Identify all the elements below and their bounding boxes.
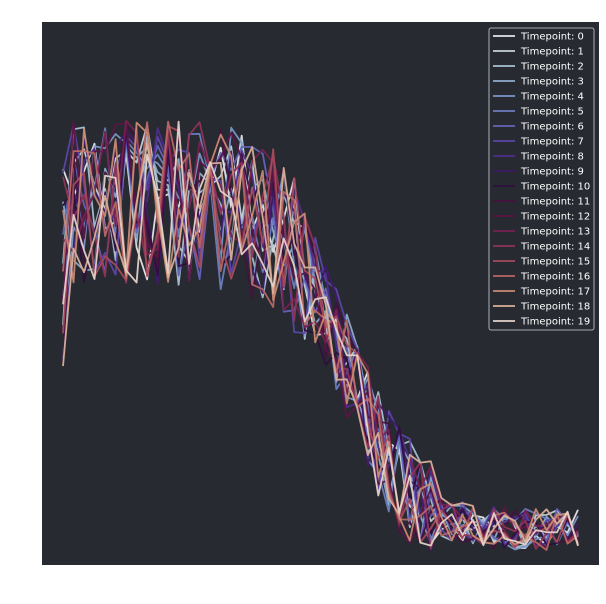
legend-label: Timepoint: 14 bbox=[520, 242, 590, 253]
legend-item-timepoint-0: Timepoint: 0 bbox=[493, 32, 584, 43]
legend-item-timepoint-4: Timepoint: 4 bbox=[493, 92, 584, 103]
legend-item-timepoint-14: Timepoint: 14 bbox=[493, 242, 590, 253]
legend-item-timepoint-1: Timepoint: 1 bbox=[493, 47, 584, 58]
legend-label: Timepoint: 13 bbox=[520, 227, 590, 238]
series-line-timepoint-17 bbox=[62, 121, 579, 546]
series-line-timepoint-14 bbox=[62, 121, 579, 550]
series-layer bbox=[62, 119, 579, 551]
legend-item-timepoint-7: Timepoint: 7 bbox=[493, 137, 584, 148]
legend-item-timepoint-18: Timepoint: 18 bbox=[493, 302, 590, 313]
legend-item-timepoint-19: Timepoint: 19 bbox=[493, 317, 590, 328]
legend: Timepoint: 0 Timepoint: 1 Timepoint: 2 Time… bbox=[488, 27, 595, 331]
legend-item-timepoint-3: Timepoint: 3 bbox=[493, 77, 584, 88]
legend-items: Timepoint: 0 Timepoint: 1 Timepoint: 2 Time… bbox=[493, 32, 590, 328]
legend-label: Timepoint: 1 bbox=[520, 47, 584, 58]
legend-label: Timepoint: 11 bbox=[520, 197, 590, 208]
legend-item-timepoint-17: Timepoint: 17 bbox=[493, 287, 590, 298]
legend-label: Timepoint: 16 bbox=[520, 272, 590, 283]
legend-item-timepoint-9: Timepoint: 9 bbox=[493, 167, 584, 178]
legend-label: Timepoint: 6 bbox=[520, 122, 584, 133]
legend-item-timepoint-2: Timepoint: 2 bbox=[493, 62, 584, 73]
series-line-timepoint-19 bbox=[62, 120, 579, 547]
legend-label: Timepoint: 7 bbox=[520, 137, 584, 148]
series-line-timepoint-18 bbox=[62, 142, 579, 546]
legend-item-timepoint-8: Timepoint: 8 bbox=[493, 152, 584, 163]
legend-label: Timepoint: 12 bbox=[520, 212, 590, 223]
legend-label: Timepoint: 5 bbox=[520, 107, 584, 118]
legend-label: Timepoint: 4 bbox=[520, 92, 584, 103]
legend-label: Timepoint: 2 bbox=[520, 62, 584, 73]
legend-box bbox=[488, 27, 595, 331]
legend-label: Timepoint: 8 bbox=[520, 152, 584, 163]
legend-item-timepoint-5: Timepoint: 5 bbox=[493, 107, 584, 118]
legend-label: Timepoint: 17 bbox=[520, 287, 590, 298]
legend-label: Timepoint: 0 bbox=[520, 32, 584, 43]
legend-item-timepoint-13: Timepoint: 13 bbox=[493, 227, 590, 238]
legend-item-timepoint-6: Timepoint: 6 bbox=[493, 122, 584, 133]
legend-item-timepoint-11: Timepoint: 11 bbox=[493, 197, 590, 208]
legend-label: Timepoint: 18 bbox=[520, 302, 590, 313]
legend-label: Timepoint: 9 bbox=[520, 167, 584, 178]
series-line-timepoint-11 bbox=[62, 124, 579, 550]
legend-item-timepoint-10: Timepoint: 10 bbox=[493, 182, 590, 193]
legend-label: Timepoint: 10 bbox=[520, 182, 590, 193]
legend-item-timepoint-12: Timepoint: 12 bbox=[493, 212, 590, 223]
legend-label: Timepoint: 19 bbox=[520, 317, 590, 328]
legend-label: Timepoint: 3 bbox=[520, 77, 584, 88]
series-line-timepoint-8 bbox=[62, 127, 579, 547]
legend-item-timepoint-15: Timepoint: 15 bbox=[493, 257, 590, 268]
legend-item-timepoint-16: Timepoint: 16 bbox=[493, 272, 590, 283]
legend-label: Timepoint: 15 bbox=[520, 257, 590, 268]
